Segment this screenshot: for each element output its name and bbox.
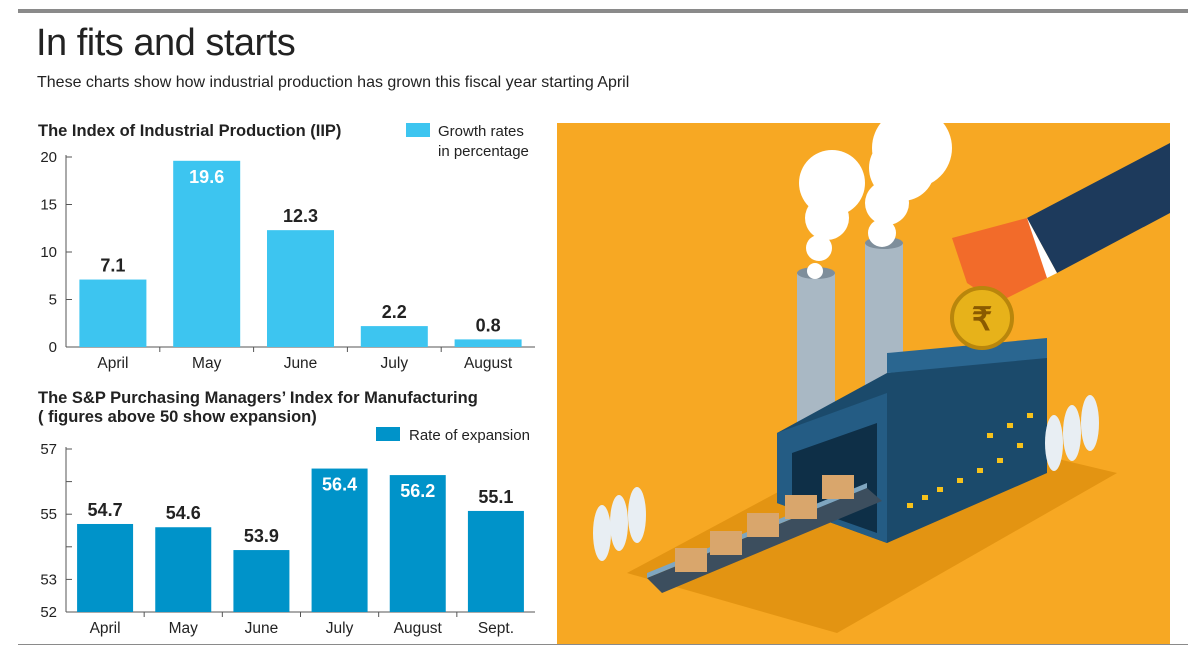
data-label: 54.7 (88, 500, 123, 520)
legend-swatch (376, 427, 400, 441)
y-tick-label: 20 (40, 149, 57, 166)
chart-subtitle: ( figures above 50 show expansion) (38, 408, 317, 426)
bar (77, 523, 134, 612)
legend-label: Rate of expansion (409, 427, 530, 444)
hand-icon (952, 218, 1047, 303)
chart-title: The Index of Industrial Production (IIP) (38, 122, 341, 140)
data-label: 53.9 (244, 526, 279, 546)
bar (267, 230, 334, 347)
x-tick-label: April (97, 355, 128, 372)
x-tick-label: June (284, 355, 318, 372)
data-label: 7.1 (100, 256, 125, 276)
x-tick-label: April (90, 620, 121, 637)
data-label: 2.2 (382, 302, 407, 322)
x-tick-label: June (245, 620, 279, 637)
legend-label: Growth rates (438, 123, 524, 140)
y-tick-label: 57 (40, 441, 57, 458)
bar (155, 527, 212, 612)
bar (173, 160, 241, 347)
chart-title: The S&P Purchasing Managers’ Index for M… (38, 389, 478, 407)
bar (79, 279, 147, 347)
x-tick-label: May (192, 355, 222, 372)
y-tick-label: 15 (40, 197, 57, 214)
legend-label: in percentage (438, 143, 529, 160)
bar (311, 468, 368, 612)
bar (467, 510, 524, 612)
data-label: 55.1 (478, 487, 513, 507)
data-label: 56.4 (322, 475, 357, 495)
y-tick-label: 10 (40, 244, 57, 261)
page-subtitle: These charts show how industrial product… (37, 74, 630, 91)
data-label: 0.8 (476, 315, 501, 335)
bottom-rule (18, 644, 1188, 645)
box-icon (675, 475, 854, 572)
bar (454, 339, 522, 347)
x-tick-label: May (169, 620, 199, 637)
tree-icon (593, 395, 1099, 561)
y-tick-label: 53 (40, 571, 57, 588)
bar (360, 326, 428, 347)
y-tick-label: 52 (40, 604, 57, 621)
x-tick-label: Sept. (478, 620, 514, 637)
data-label: 12.3 (283, 206, 318, 226)
smoke-icon (799, 123, 952, 279)
bar (233, 550, 290, 612)
bar (389, 475, 446, 612)
x-tick-label: July (381, 355, 409, 372)
page-title: In fits and starts (36, 22, 296, 64)
x-tick-label: August (394, 620, 443, 637)
data-label: 19.6 (189, 167, 224, 187)
y-tick-label: 0 (49, 339, 57, 356)
legend-swatch (406, 123, 430, 137)
top-rule (18, 9, 1188, 13)
svg-text:₹: ₹ (972, 301, 992, 337)
data-label: 54.6 (166, 503, 201, 523)
rupee-coin-icon (950, 286, 1014, 350)
x-tick-label: August (464, 355, 513, 372)
iip-chart: The Index of Industrial Production (IIP)… (38, 122, 535, 372)
y-tick-label: 5 (49, 292, 57, 309)
data-label: 56.2 (400, 481, 435, 501)
y-tick-label: 55 (40, 506, 57, 523)
x-tick-label: July (326, 620, 354, 637)
factory-illustration: ₹ (557, 123, 1170, 645)
pmi-chart: The S&P Purchasing Managers’ Index for M… (38, 389, 535, 637)
sleeve (1027, 143, 1170, 273)
